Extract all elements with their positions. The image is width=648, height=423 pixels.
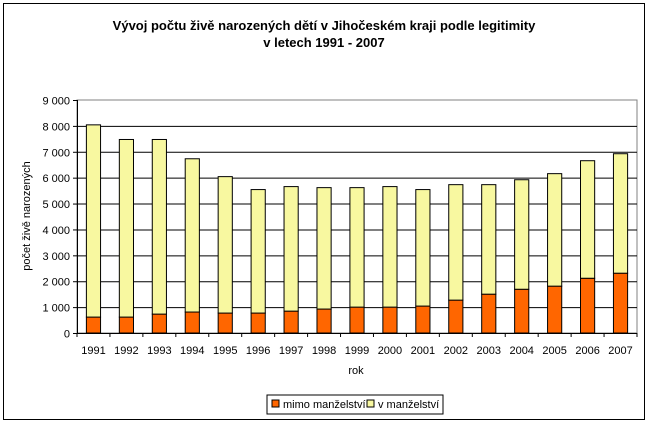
x-tick-label: 1991 [81,345,105,357]
x-tick-label: 1999 [345,345,369,357]
legend-label-v: v manželství [378,399,439,411]
x-tick-label: 1998 [312,345,336,357]
bar-v-1997 [283,186,299,312]
bar-mimo-2006 [580,277,596,334]
legend-swatch-mimo [271,399,280,408]
x-tick-label: 2007 [608,345,632,357]
bar-mimo-1996 [250,312,266,334]
y-tick-label: 8 000 [42,121,70,133]
bar-v-2006 [580,160,596,279]
bar-v-1996 [250,189,266,314]
bar-v-2003 [481,184,497,295]
bar-mimo-2005 [547,285,563,334]
bar-v-1992 [118,138,134,318]
chart-title: Vývoj počtu živě narozených dětí v Jihoč… [113,18,536,33]
bar-mimo-1994 [184,311,200,334]
y-tick-label: 9 000 [42,96,70,108]
chart-subtitle: v letech 1991 - 2007 [263,35,384,50]
bar-mimo-1999 [349,306,365,334]
bar-mimo-1998 [316,308,332,334]
y-tick-label: 2 000 [42,277,70,289]
y-tick-label: 7 000 [42,147,70,159]
bar-v-1995 [217,176,233,314]
bar-v-2007 [612,153,629,274]
legend: mimo manželství v manželství [266,394,444,415]
y-axis-label: počet živě narozených [21,161,33,270]
bar-v-2000 [382,186,398,308]
x-tick-label: 2004 [509,345,533,357]
x-tick-label: 2006 [575,345,599,357]
x-tick-label: 1995 [213,345,237,357]
bar-v-1993 [151,138,167,315]
x-tick-label: 2005 [542,345,566,357]
y-tick-label: 4 000 [42,225,70,237]
bar-mimo-2002 [448,299,464,334]
y-tick-label: 0 [64,329,70,341]
bar-v-1999 [349,187,365,308]
x-tick-label: 2002 [444,345,468,357]
bar-v-1994 [184,158,200,313]
x-tick-label: 1997 [279,345,303,357]
legend-label-mimo: mimo manželství [283,399,366,411]
y-tick-label: 6 000 [42,173,70,185]
legend-swatch-v [366,399,375,408]
bar-mimo-2007 [612,272,629,334]
x-tick-label: 1993 [147,345,171,357]
bar-mimo-1995 [217,312,233,334]
x-axis-label: rok [348,365,364,377]
x-tick-label: 2001 [411,345,435,357]
bar-v-2001 [415,189,431,307]
bar-v-1998 [316,187,332,310]
bar-v-2002 [448,184,464,301]
bar-mimo-1991 [85,316,102,334]
x-tick-label: 1996 [246,345,270,357]
bar-mimo-2001 [415,305,431,334]
x-tick-label: 2000 [378,345,402,357]
x-tick-label: 1992 [114,345,138,357]
bar-v-1991 [85,124,102,318]
y-tick-label: 3 000 [42,251,70,263]
bar-v-2005 [547,173,563,287]
bar-mimo-1993 [151,313,167,334]
y-tick-label: 5 000 [42,199,70,211]
x-tick-label: 2003 [477,345,501,357]
bar-v-2004 [514,179,530,290]
bar-mimo-2000 [382,306,398,334]
bar-mimo-1992 [118,316,134,334]
x-tick-label: 1994 [180,345,204,357]
bar-mimo-2004 [514,288,530,334]
bar-mimo-1997 [283,310,299,334]
bar-mimo-2003 [481,293,497,334]
y-tick-label: 1 000 [42,303,70,315]
